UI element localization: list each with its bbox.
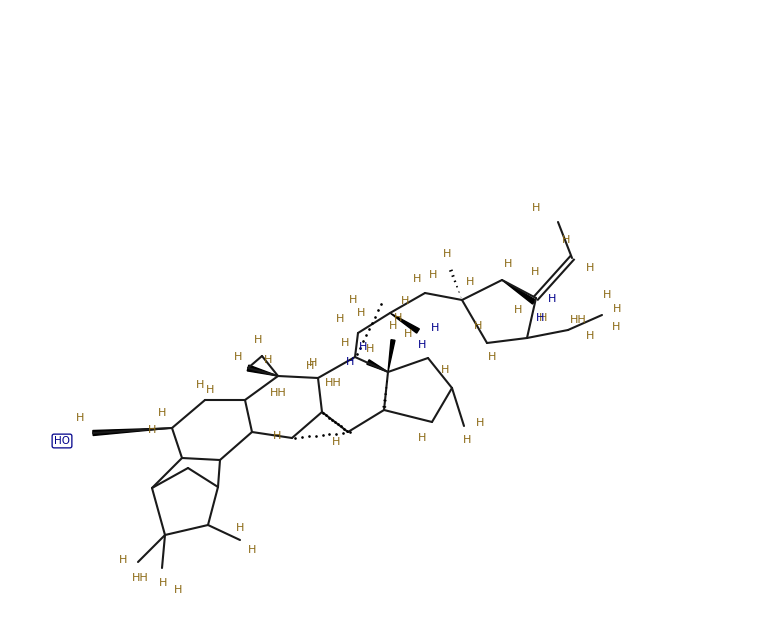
Text: H: H [586,263,594,273]
Text: H: H [531,203,540,213]
Text: H: H [341,338,349,348]
Text: H: H [336,314,344,324]
Text: H: H [441,365,449,375]
Polygon shape [388,340,395,372]
Text: H: H [418,340,426,350]
Text: H: H [474,321,482,331]
Text: H: H [536,313,545,323]
Text: H: H [159,578,167,588]
Text: H: H [196,380,204,390]
Text: H: H [429,270,437,280]
Text: H: H [466,277,474,287]
Text: H: H [476,418,484,428]
Text: H: H [332,437,340,447]
Text: H: H [562,235,570,245]
Text: H: H [431,323,439,333]
Text: HH: HH [570,315,587,325]
Text: H: H [233,352,242,362]
Text: H: H [366,344,374,354]
Text: H: H [586,331,594,341]
Text: H: H [157,408,166,418]
Text: HH: HH [325,378,341,388]
Text: H: H [443,249,451,259]
Text: H: H [236,523,244,533]
Text: H: H [413,274,421,284]
Text: H: H [206,385,214,395]
Polygon shape [390,313,419,333]
Text: H: H [613,304,621,314]
Text: H: H [349,295,357,305]
Text: H: H [418,433,426,443]
Text: H: H [76,413,84,423]
Text: H: H [147,425,156,435]
Text: H: H [603,290,611,300]
Text: H: H [174,585,182,595]
Text: HO: HO [54,436,70,446]
Text: H: H [306,361,314,371]
Text: H: H [531,267,539,277]
Text: H: H [404,329,412,339]
Text: H: H [264,355,272,365]
Text: H: H [346,357,354,367]
Text: H: H [309,358,317,368]
Text: H: H [389,321,397,331]
Text: H: H [539,313,547,323]
Text: HH: HH [131,573,148,583]
Polygon shape [367,360,388,372]
Text: H: H [248,545,257,555]
Polygon shape [502,280,535,304]
Polygon shape [93,428,172,435]
Text: H: H [273,431,281,441]
Text: H: H [488,352,496,362]
Text: H: H [119,555,127,565]
Text: H: H [504,259,512,269]
Text: H: H [514,305,522,315]
Text: H: H [357,308,366,318]
Polygon shape [247,365,278,376]
Text: H: H [359,342,367,352]
Text: H: H [548,294,556,304]
Text: H: H [401,296,409,306]
Text: HH: HH [270,388,286,398]
Text: H: H [253,335,262,345]
Text: H: H [612,322,621,332]
Text: H: H [463,435,472,445]
Text: H: H [394,313,402,323]
